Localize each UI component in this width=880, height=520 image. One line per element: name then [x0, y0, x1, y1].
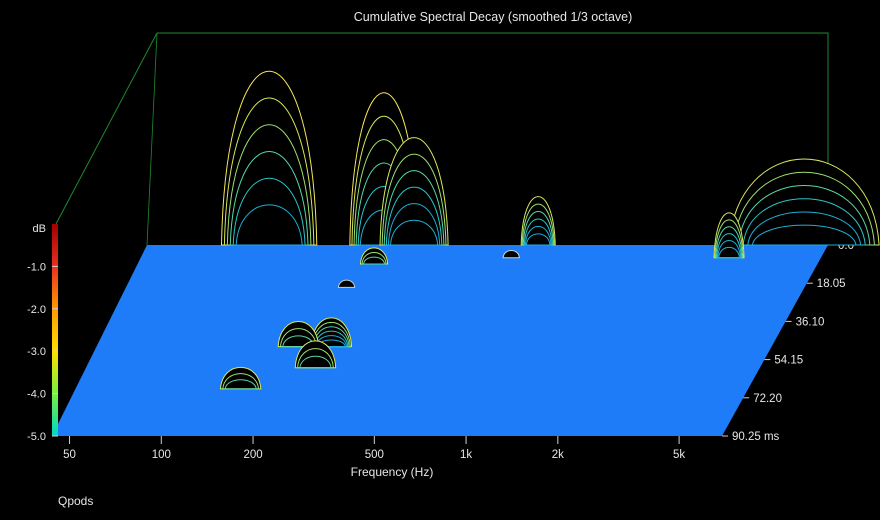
y-tick-label: -4.0 — [27, 389, 46, 401]
x-axis-label: Frequency (Hz) — [351, 465, 434, 479]
peak-body — [221, 71, 317, 245]
decay-slice — [361, 252, 387, 265]
decay-slice — [337, 279, 356, 288]
decay-slice — [362, 256, 386, 265]
decay-slice — [383, 170, 445, 246]
peak-body — [380, 137, 449, 245]
decay-slice — [742, 198, 866, 246]
decay-slice — [229, 150, 309, 246]
decay-peak — [359, 247, 389, 265]
y-axis-label: dB — [33, 223, 46, 235]
peak-body — [338, 280, 355, 288]
x-tick-label: 5k — [673, 449, 685, 461]
decay-slice — [716, 233, 742, 259]
decay-slice — [224, 379, 257, 390]
decay-slice — [520, 196, 556, 246]
decay-peak — [713, 212, 745, 259]
x-tick-label: 200 — [243, 449, 262, 461]
decay-slice — [523, 218, 553, 246]
z-tick-label: 36.10 — [796, 316, 825, 328]
decay-slice — [232, 177, 306, 246]
x-tick-label: 1k — [460, 449, 472, 461]
decay-slice — [502, 250, 520, 259]
decay-peak — [294, 340, 337, 369]
decay-slice — [521, 203, 555, 246]
peak-body — [503, 250, 520, 258]
y-axis-ticks: -1.0 -2.0 -3.0 -4.0 -5.0 — [27, 261, 58, 443]
decay-slice — [737, 185, 871, 246]
z-tick-label: 18.05 — [817, 278, 846, 290]
decay-slice — [751, 224, 857, 246]
decay-peak — [219, 366, 262, 390]
peak-body — [729, 159, 880, 245]
peak-body — [311, 317, 352, 347]
decay-slice — [733, 171, 876, 246]
peak-body — [278, 321, 319, 347]
x-tick-label: 50 — [63, 449, 76, 461]
decay-slice — [385, 186, 443, 246]
decay-slice — [387, 203, 441, 246]
z-tick-label: 72.20 — [753, 393, 782, 405]
decay-slice — [226, 124, 312, 246]
decay-slice — [379, 137, 449, 246]
peak-body — [295, 340, 336, 368]
decay-peak — [520, 196, 556, 246]
y-tick-label: -3.0 — [27, 346, 46, 358]
decay-slice — [381, 153, 447, 246]
decay-slice — [714, 219, 744, 259]
decay-slice — [294, 340, 337, 369]
left-depth-edge — [55, 32, 158, 225]
peak-body — [360, 247, 388, 265]
decay-peak — [379, 137, 449, 246]
y-tick-label: -1.0 — [27, 261, 46, 273]
decay-slice — [522, 211, 554, 246]
decay-slice — [718, 246, 740, 259]
decay-slice — [728, 158, 880, 246]
chart-title: Cumulative Spectral Decay (smoothed 1/3 … — [354, 10, 633, 24]
decay-floor — [52, 245, 828, 436]
decay-slice — [297, 348, 334, 369]
db-color-bar — [52, 224, 58, 436]
decay-peak — [220, 70, 318, 246]
decay-slice — [747, 211, 862, 246]
decay-slice — [220, 70, 318, 246]
decay-slice — [717, 240, 741, 259]
decay-peak — [337, 279, 356, 288]
frequency-axis-ticks: 50 100 200 500 1k 2k 5k — [63, 436, 685, 461]
y-tick-label: -2.0 — [27, 304, 46, 316]
decay-slice — [389, 219, 439, 246]
decay-slice — [713, 212, 745, 259]
peak-body — [521, 196, 556, 245]
y-tick-label: -5.0 — [27, 431, 46, 443]
z-tick-label: 54.15 — [774, 355, 803, 367]
x-tick-label: 2k — [552, 449, 564, 461]
decay-slice — [222, 373, 260, 390]
peak-body — [220, 367, 261, 389]
back-wall-left-edge — [146, 32, 158, 246]
x-tick-label: 500 — [365, 449, 384, 461]
decay-slice — [715, 226, 743, 259]
decay-slice — [219, 366, 262, 390]
decay-peaks — [219, 70, 880, 390]
decay-slice — [359, 247, 389, 265]
decay-slice — [235, 204, 303, 246]
brand-label: Qpods — [58, 494, 93, 508]
decay-slice — [525, 233, 551, 246]
peak-body — [714, 212, 745, 258]
decay-slice — [524, 226, 552, 246]
x-tick-label: 100 — [152, 449, 171, 461]
decay-slice — [299, 355, 332, 369]
decay-peak — [728, 158, 880, 246]
decay-slice — [223, 97, 315, 246]
decay-peak — [502, 250, 520, 259]
z-tick-label: 90.25 ms — [732, 431, 780, 443]
